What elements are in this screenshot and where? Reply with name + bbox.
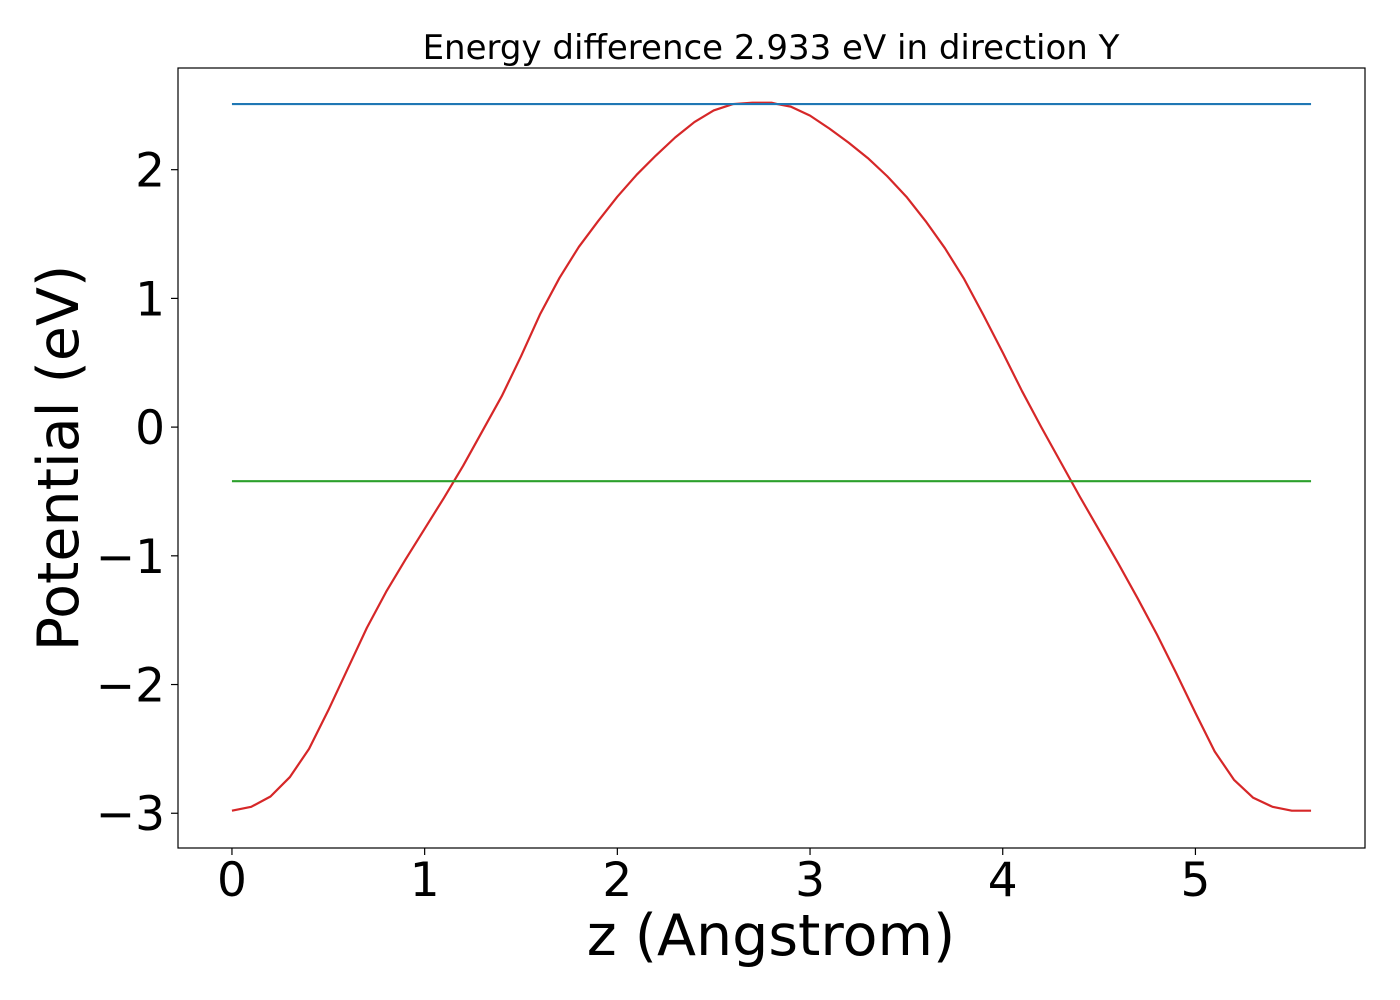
y-tick-label: −1 (96, 530, 165, 585)
y-tick-label: −2 (96, 659, 165, 714)
y-axis-label: Potential (eV) (26, 265, 92, 651)
series-layer (231, 101, 1312, 812)
x-tick-label: 3 (795, 853, 825, 908)
y-tick-label: −3 (96, 787, 165, 842)
y-tick-label: 1 (135, 272, 165, 327)
x-tick-label: 0 (217, 853, 247, 908)
y-tick-label: 2 (135, 144, 165, 199)
y-tick-label: 0 (135, 401, 165, 456)
plot-frame (177, 67, 1366, 849)
x-tick-label: 1 (410, 853, 440, 908)
x-tick-label: 2 (602, 853, 632, 908)
x-axis-label: z (Angstrom) (587, 903, 955, 969)
y-axis: −3 −2 −1 0 1 2 (96, 144, 178, 842)
x-axis: 0 1 2 3 4 5 (217, 848, 1210, 908)
x-tick-label: 4 (988, 853, 1018, 908)
x-tick-label: 5 (1180, 853, 1210, 908)
chart-title: Energy difference 2.933 eV in direction … (423, 28, 1120, 68)
